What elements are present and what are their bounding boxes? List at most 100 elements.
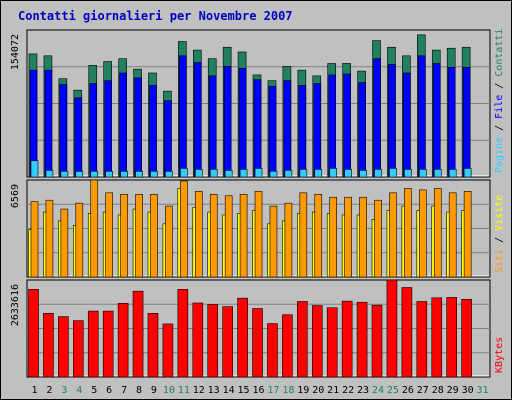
bar-kbytes (117, 303, 129, 378)
bar-siti (433, 188, 442, 278)
bar-pagine (165, 170, 173, 178)
bar-siti (254, 191, 263, 278)
bar-file (403, 72, 411, 178)
bar-kbytes (28, 289, 39, 378)
bar-kbytes (341, 300, 353, 378)
bar-siti (359, 196, 367, 278)
bar-pagine (45, 170, 54, 178)
bar-siti (60, 208, 69, 278)
bar-file (373, 58, 381, 178)
bar-pagine (404, 169, 412, 178)
bar-siti (344, 196, 352, 278)
bar-file (193, 62, 202, 178)
bar-siti (45, 199, 54, 278)
bar-pagine (463, 168, 472, 178)
bar-kbytes (252, 308, 263, 378)
bar-kbytes (132, 290, 144, 378)
bar-kbytes (446, 297, 457, 378)
bar-siti (329, 196, 338, 278)
bar-siti (180, 180, 188, 278)
x-tick-label: 14 (223, 385, 235, 396)
bar-kbytes (162, 323, 174, 378)
legend-kbytes: KBytes (494, 337, 505, 373)
bar-kbytes (416, 301, 428, 378)
bar-kbytes (461, 298, 472, 378)
x-tick-label: 31 (477, 385, 489, 396)
legend-pages-files-hits: Pagine / File / Contatti (494, 28, 505, 173)
bar-file (104, 80, 112, 178)
bar-kbytes (371, 304, 383, 378)
bar-file (208, 75, 217, 178)
bar-siti (165, 205, 173, 278)
bar-siti (404, 188, 412, 278)
bar-file (223, 66, 232, 178)
bar-kbytes (431, 297, 443, 378)
bar-siti (224, 195, 233, 278)
bar-kbytes (147, 312, 159, 378)
bar-pagine (389, 168, 397, 178)
bar-kbytes (326, 307, 338, 378)
x-tick-label: 29 (447, 385, 459, 396)
bar-file (447, 66, 456, 178)
bar-pagine (120, 170, 128, 178)
bar-kbytes (87, 310, 99, 378)
bar-pagine (60, 170, 69, 178)
bar-siti (75, 202, 84, 278)
x-tick-label: 19 (297, 385, 309, 396)
bar-kbytes (356, 301, 368, 378)
bar-pagine (433, 169, 442, 178)
x-tick-label: 17 (267, 385, 279, 396)
x-tick-label: 7 (121, 385, 127, 396)
bar-siti (120, 194, 128, 278)
bar-file (462, 66, 471, 178)
bar-file (238, 67, 247, 178)
bar-pagine (75, 170, 84, 178)
bar-kbytes (386, 279, 398, 378)
legend-part: / (494, 119, 505, 137)
bar-siti (314, 194, 323, 278)
legend-part: Contatti (494, 28, 505, 76)
bar-pagine (344, 169, 352, 178)
bar-file (89, 83, 98, 178)
x-tick-label: 10 (163, 385, 175, 396)
x-tick-label: 16 (252, 385, 264, 396)
bar-file (149, 85, 157, 178)
bar-file (179, 55, 187, 178)
bar-pagine (419, 169, 427, 178)
bar-siti (150, 194, 158, 278)
x-tick-label: 1 (31, 385, 37, 396)
legend-part: Pagine (494, 137, 505, 173)
bar-pagine (239, 169, 248, 178)
x-tick-label: 20 (312, 385, 324, 396)
legend-part: / (494, 77, 505, 95)
bar-kbytes (297, 301, 308, 378)
bar-file (134, 77, 142, 178)
bar-siti (135, 194, 143, 278)
bar-file (119, 72, 127, 178)
x-tick-label: 23 (357, 385, 369, 396)
bar-file (432, 63, 441, 178)
bar-siti (374, 199, 382, 278)
bar-kbytes (43, 312, 54, 378)
x-tick-label: 13 (208, 385, 220, 396)
bar-file (44, 69, 53, 178)
bar-siti (419, 189, 427, 278)
bar-siti (463, 191, 472, 278)
x-tick-label: 27 (417, 385, 429, 396)
y-max-label-pages: 154072 (10, 34, 21, 70)
bar-kbytes (267, 323, 278, 378)
bar-pagine (299, 169, 308, 178)
x-tick-label: 6 (106, 385, 112, 396)
chart-title: Contatti giornalieri per Novembre 2007 (18, 9, 293, 23)
x-tick-label: 4 (76, 385, 82, 396)
bar-pagine (30, 160, 39, 178)
legend-part: / (494, 231, 505, 249)
bar-kbytes (282, 314, 293, 378)
bar-pagine (194, 169, 203, 178)
bar-pagine (90, 170, 99, 178)
x-tick-label: 5 (91, 385, 97, 396)
x-tick-label: 24 (372, 385, 384, 396)
bar-kbytes (222, 306, 233, 378)
x-tick-label: 11 (178, 385, 190, 396)
x-tick-label: 9 (151, 385, 157, 396)
